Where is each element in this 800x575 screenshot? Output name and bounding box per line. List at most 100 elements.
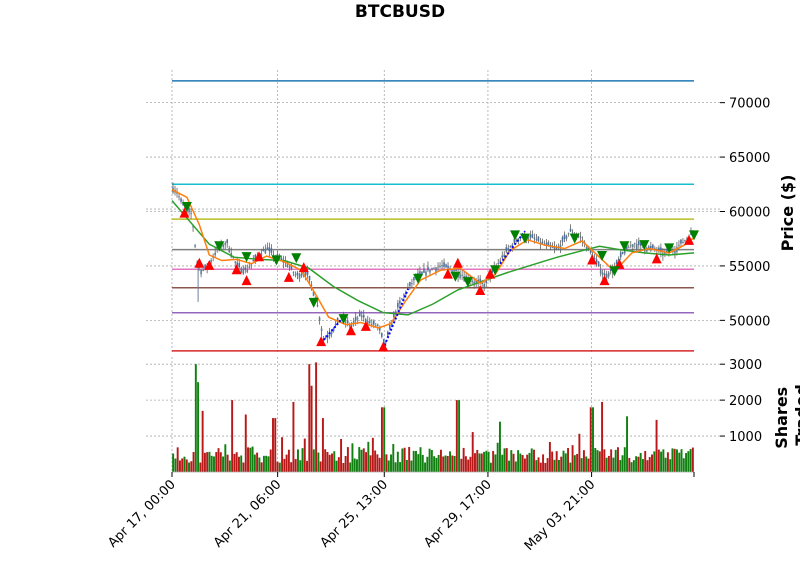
volume-bar [551,451,554,472]
sell-marker [194,257,205,268]
candle-body [603,273,606,276]
candle-body [425,271,427,276]
volume-bar [183,456,186,472]
sell-marker [485,268,496,279]
volume-bar [176,447,179,472]
volume-bar [512,453,515,472]
candle-body [310,284,313,286]
volume-bar [682,458,685,472]
chart-title: BTCBUSD [355,2,445,22]
volume-bar [489,462,492,472]
volume-bar [494,454,497,472]
volume-bar [680,449,683,472]
volume-bar [424,462,427,472]
volume-bar [419,447,422,472]
volume-bar [517,450,520,472]
candle-body [188,208,190,213]
volume-bar [405,459,408,472]
volume-bar [455,400,458,472]
volume-bar [485,450,488,472]
volume-bar [433,456,436,472]
candle-body [370,323,373,325]
volume-bar [215,452,218,472]
candle-body [178,196,180,198]
candle-body [652,244,654,249]
volume-axis-label: Shares Traded [772,381,800,449]
volume-bar [648,457,651,472]
candle-body [553,246,556,249]
candle-body [513,238,516,243]
volume-bar [251,446,254,472]
volume-bar [573,455,576,472]
candle-body [254,254,257,259]
sell-marker [254,251,264,262]
candle-body [605,274,608,278]
volume-bar [460,458,463,472]
candle-body [200,269,202,275]
sell-marker [599,275,610,286]
candle-body [350,325,353,326]
x-tick-label: Apr 21, 06:00 [211,477,284,550]
volume-bar [321,418,324,472]
candle-body [300,273,303,277]
price-panel: 50000 55000 60000 65000 70000 [146,70,770,353]
volume-bar [181,458,184,472]
volume-bar [346,447,349,472]
price-tick-label: 60000 [729,206,770,221]
volume-bar [576,454,579,472]
volume-bar [331,453,333,472]
buy-marker [569,233,580,244]
volume-bar [247,447,249,472]
volume-bar [537,457,540,472]
x-axis: Apr 17, 00:00 Apr 21, 06:00 Apr 25, 13:00 A… [105,471,695,554]
volume-bar [446,455,449,472]
volume-bar [244,414,247,472]
volume-bar [437,454,440,472]
volume-bar [467,459,470,472]
candle-body [567,232,570,234]
volume-tick-label: 1000 [729,430,762,445]
volume-bar [365,452,368,472]
sell-marker [442,268,453,279]
candle-body [320,328,323,332]
volume-bar [272,418,274,472]
volume-bar [523,458,526,472]
sell-marker [298,262,309,273]
buy-marker [214,241,225,252]
candle-body [509,246,512,247]
candle-body [537,236,540,242]
candle-body [505,247,508,252]
candle-body [660,247,662,253]
candle-body [248,266,251,268]
moving-average-slow [171,200,695,316]
candle-body [250,264,253,265]
candle-body [292,272,295,273]
volume-bar [444,455,447,472]
volume-bar [376,454,379,472]
candle-body [497,263,500,264]
candle-body [210,260,212,263]
volume-bar [360,449,363,472]
sell-marker [231,264,242,275]
volume-bar [199,462,202,472]
volume-bar [462,447,465,472]
candle-body [678,244,680,246]
buy-marker [510,230,521,241]
volume-bar [626,416,629,472]
volume-bar [430,450,433,472]
volume-bar [353,458,356,472]
candle-body [437,266,439,268]
candle-body [501,255,504,258]
candle-body [346,320,349,324]
volume-bar [653,451,656,472]
volume-bar [256,452,259,472]
sell-marker [204,259,215,270]
volume-bar [562,450,565,472]
candle-body [413,277,415,281]
volume-bar [496,442,499,472]
volume-bar [324,449,327,472]
volume-bar [464,456,467,472]
candle-body [541,241,544,244]
volume-bar [632,460,635,472]
volume-bar [483,451,486,472]
